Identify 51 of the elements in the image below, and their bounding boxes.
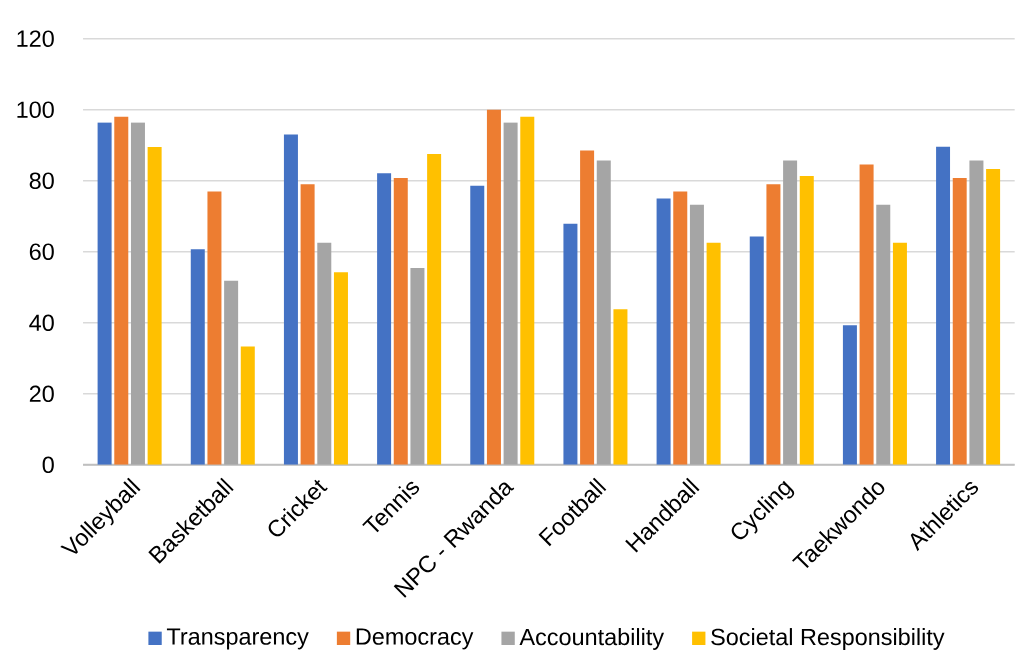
bar bbox=[783, 160, 798, 465]
bar bbox=[613, 309, 628, 465]
bar bbox=[486, 109, 501, 465]
bar bbox=[503, 122, 518, 465]
bar bbox=[224, 280, 239, 465]
legend-label: Societal Responsibility bbox=[711, 628, 945, 650]
y-tick-label: 20 bbox=[29, 385, 54, 403]
y-tick-label: 40 bbox=[29, 314, 54, 332]
bar bbox=[876, 204, 891, 465]
bar bbox=[673, 191, 688, 465]
bar bbox=[470, 185, 485, 465]
bar bbox=[333, 272, 348, 465]
bar bbox=[986, 169, 1001, 465]
bar bbox=[300, 184, 315, 465]
bar bbox=[596, 160, 611, 465]
legend-label: Transparency bbox=[166, 628, 309, 650]
bar bbox=[842, 325, 857, 465]
bar bbox=[207, 191, 222, 465]
bar bbox=[749, 236, 764, 465]
y-tick-label: 120 bbox=[17, 30, 54, 48]
y-tick-label: 60 bbox=[29, 243, 54, 261]
bar bbox=[689, 204, 704, 465]
bar bbox=[563, 223, 578, 465]
bar bbox=[580, 150, 595, 465]
legend-label: Accountability bbox=[519, 628, 665, 650]
bar bbox=[240, 346, 255, 465]
bar bbox=[859, 164, 874, 465]
bar bbox=[130, 122, 145, 465]
bar bbox=[892, 242, 907, 465]
y-tick-label: 100 bbox=[17, 101, 54, 119]
bar bbox=[952, 177, 967, 465]
bar bbox=[969, 160, 984, 465]
bar bbox=[190, 249, 205, 465]
bar bbox=[936, 146, 951, 465]
y-tick-label: 0 bbox=[42, 456, 54, 474]
bar bbox=[393, 177, 408, 465]
bar bbox=[97, 122, 112, 465]
bar bbox=[766, 184, 781, 465]
bar bbox=[656, 198, 671, 465]
bar bbox=[410, 268, 425, 465]
bar bbox=[520, 116, 535, 465]
bar bbox=[283, 134, 298, 465]
bar bbox=[317, 242, 332, 465]
bar bbox=[706, 242, 721, 465]
bar bbox=[114, 116, 129, 465]
bar bbox=[427, 154, 442, 465]
bar bbox=[147, 147, 162, 465]
legend-label: Democracy bbox=[356, 628, 474, 650]
bar bbox=[799, 176, 814, 465]
y-tick-label: 80 bbox=[29, 172, 54, 190]
bar bbox=[377, 173, 392, 465]
